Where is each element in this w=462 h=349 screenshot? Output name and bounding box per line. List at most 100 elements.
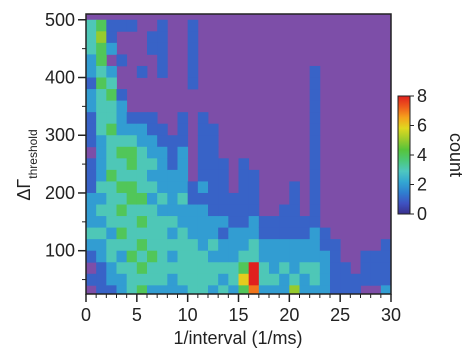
heatmap-cell <box>167 285 178 295</box>
heatmap-cell <box>126 239 138 252</box>
heatmap-cell <box>96 146 107 159</box>
heatmap-cell <box>299 262 311 275</box>
heatmap-cell <box>86 181 97 194</box>
heatmap-cell <box>106 239 117 252</box>
heatmap-cell <box>177 285 189 295</box>
heatmap-cell <box>197 227 209 240</box>
heatmap-cell <box>299 216 311 229</box>
heatmap-cell <box>248 192 260 205</box>
heatmap-cell <box>126 146 138 159</box>
x-tick-label: 30 <box>381 305 401 325</box>
heatmap-cell <box>289 262 300 275</box>
heatmap-cell <box>136 285 148 295</box>
y-axis-title-main: ΔΓ <box>14 179 34 201</box>
heatmap-cell <box>248 273 260 286</box>
heatmap-cell <box>147 216 158 229</box>
heatmap-cell <box>238 169 250 182</box>
heatmap-cell <box>116 285 128 295</box>
heatmap-cell <box>309 204 321 217</box>
heatmap-cell <box>248 262 260 275</box>
heatmap-cell <box>116 19 128 32</box>
heatmap-cell <box>269 273 280 286</box>
heatmap-cell <box>126 273 138 286</box>
heatmap-cell <box>218 158 229 171</box>
x-tick-label: 10 <box>178 305 198 325</box>
heatmap-cell <box>309 216 321 229</box>
heatmap-cell <box>126 204 138 217</box>
heatmap-cell <box>116 216 128 229</box>
heatmap-cell <box>309 146 321 159</box>
colorbar-tick-label: 0 <box>417 204 427 224</box>
heatmap-cell <box>106 181 117 194</box>
heatmap-cell <box>86 216 97 229</box>
heatmap-cell <box>350 273 361 286</box>
heatmap-cell <box>289 227 300 240</box>
heatmap-cell <box>228 285 239 295</box>
heatmap-cell <box>116 169 128 182</box>
heatmap-cell <box>106 273 117 286</box>
heatmap-cell <box>167 273 178 286</box>
heatmap-cell <box>136 169 148 182</box>
heatmap-cell <box>96 135 107 148</box>
heatmap-cell <box>136 273 148 286</box>
heatmap-cell <box>218 239 229 252</box>
heatmap-cell <box>197 285 209 295</box>
heatmap-cell <box>258 216 270 229</box>
heatmap-cell <box>218 169 229 182</box>
heatmap-cell <box>289 192 300 205</box>
heatmap-cell <box>370 250 382 263</box>
heatmap-cell <box>96 158 107 171</box>
heatmap-cell <box>248 216 260 229</box>
colorbar-tick-label: 4 <box>417 145 427 165</box>
heatmap-cell <box>197 216 209 229</box>
heatmap-cell <box>309 135 321 148</box>
heatmap-cell <box>86 54 97 67</box>
heatmap-cell <box>248 239 260 252</box>
heatmap-cell <box>187 31 199 44</box>
colorbar-tick-label: 6 <box>417 116 427 136</box>
heatmap-cell <box>258 250 270 263</box>
heatmap-cell <box>228 239 239 252</box>
heatmap-cell <box>116 262 128 275</box>
heatmap-cell <box>380 250 392 263</box>
heatmap-cell <box>289 273 300 286</box>
heatmap-cell <box>187 216 199 229</box>
heatmap-cell <box>167 250 178 263</box>
heatmap-cell <box>96 285 107 295</box>
heatmap-cell <box>136 204 148 217</box>
heatmap-cell <box>197 204 209 217</box>
colorbar-tick-label: 2 <box>417 175 427 195</box>
heatmap-cell <box>116 204 128 217</box>
heatmap-cell <box>126 158 138 171</box>
heatmap-cell <box>238 285 250 295</box>
heatmap-cell <box>269 216 280 229</box>
heatmap-cell <box>157 285 168 295</box>
y-axis: 100 200 300 400 500 <box>45 10 86 281</box>
heatmap-cell <box>238 181 250 194</box>
heatmap-cell <box>126 123 138 136</box>
heatmap-cell <box>86 112 97 125</box>
heatmap-cell <box>86 42 97 55</box>
heatmap-cell <box>299 227 311 240</box>
x-tick-label: 5 <box>132 305 142 325</box>
colorbar-gradient <box>397 95 411 215</box>
heatmap-cell <box>208 285 219 295</box>
heatmap-cell <box>228 262 239 275</box>
heatmap-cell <box>96 100 107 113</box>
heatmap-cell <box>86 192 97 205</box>
heatmap-cell <box>309 262 321 275</box>
heatmap-cell <box>96 227 107 240</box>
heatmap-cell <box>218 204 229 217</box>
heatmap-cell <box>248 181 260 194</box>
heatmap-cell <box>147 262 158 275</box>
heatmap-cell <box>370 262 382 275</box>
heatmap-cell <box>106 19 117 32</box>
heatmap-cell <box>340 262 351 275</box>
heatmap-cell <box>96 77 107 90</box>
y-tick-label: 400 <box>45 68 75 88</box>
heatmap-cell <box>360 273 372 286</box>
heatmap-cell <box>258 239 270 252</box>
heatmap-cell <box>157 239 168 252</box>
heatmap-cell <box>147 31 158 44</box>
heatmap-cell <box>106 285 117 295</box>
